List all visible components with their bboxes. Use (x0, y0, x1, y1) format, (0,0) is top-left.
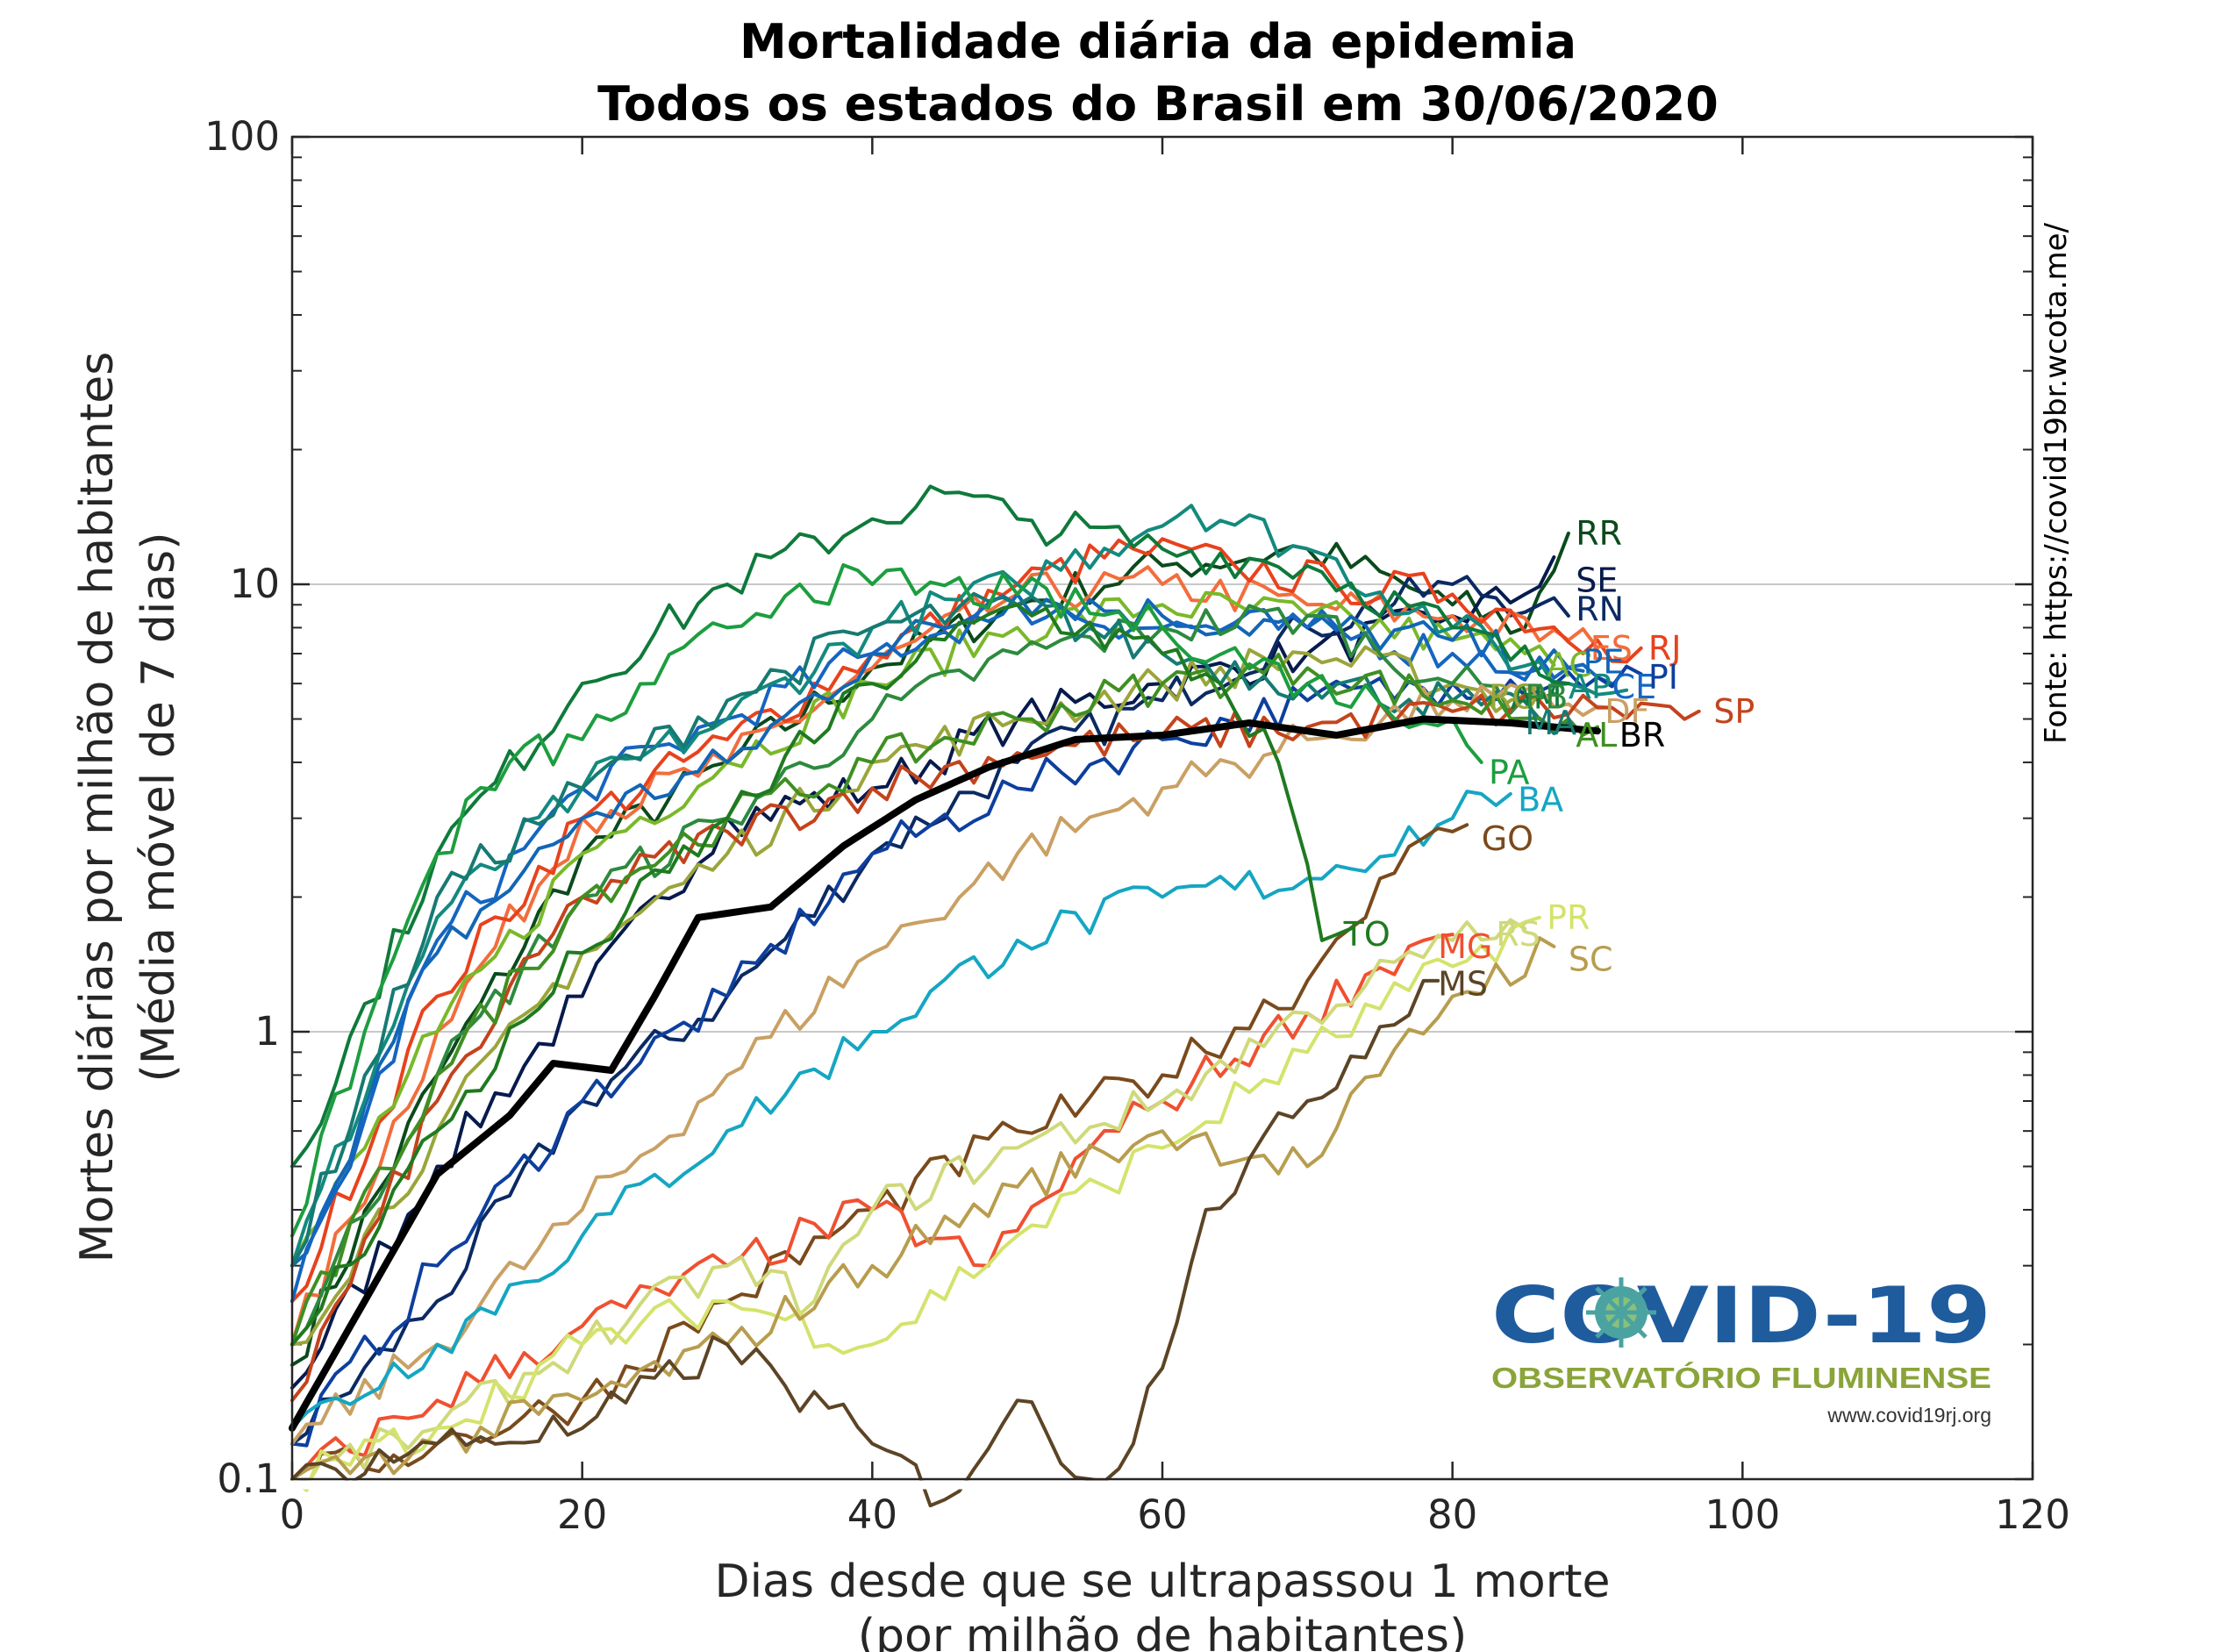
series-line-pr (290, 915, 1541, 1492)
series-line-rj (290, 537, 1643, 1304)
series-label-pe: PE (1583, 643, 1624, 682)
chart-subtitle: Todos os estados do Brasil em 30/06/2020 (597, 76, 1719, 132)
series-line-pe (290, 592, 1585, 1268)
plot-frame (290, 135, 2034, 1481)
series-line-ma (290, 591, 1570, 1268)
series-line-br (289, 715, 1601, 1432)
series-label-sp: SP (1713, 692, 1755, 731)
plot-bottom-mask (290, 1480, 2034, 1490)
logo-subtitle: OBSERVATÓRIO FLUMINENSE (1491, 1362, 1991, 1394)
virus-icon (1586, 1277, 1656, 1348)
y-tick-label: 100 (204, 113, 280, 160)
series-label-br: BR (1619, 716, 1665, 754)
series-label-ap: AP (1569, 668, 1612, 706)
series-line-df (290, 683, 1614, 1446)
series-label-go: GO (1482, 819, 1533, 858)
series-line-to (290, 603, 1353, 1347)
series-line-se (290, 555, 1556, 1390)
series-lines (289, 484, 2034, 1508)
y-tick-label: 10 (230, 561, 280, 607)
x-tick-label: 40 (847, 1491, 897, 1538)
series-label-ce: CE (1612, 668, 1657, 706)
logo-url: www.covid19rj.org (1826, 1404, 1991, 1427)
series-label-se: SE (1576, 561, 1618, 600)
series-line-am (290, 484, 1570, 1169)
axis-ticks (290, 135, 2034, 1481)
x-axis-label-2: (por milhão de habitantes) (858, 1610, 1468, 1652)
series-label-es: ES (1590, 629, 1633, 668)
series-line-ba (290, 790, 1512, 1430)
series-label-to: TO (1343, 915, 1390, 954)
series-line-pa (290, 563, 1483, 1238)
tick-labels: 0.1 1 10 100 0 20 40 60 80 100 120 (204, 113, 2070, 1538)
series-label-ms: MS (1438, 964, 1488, 1003)
series-label-pr: PR (1547, 898, 1590, 937)
series-label-mg: MG (1438, 927, 1492, 966)
chart-title: Mortalidade diária da epidemia (740, 14, 1576, 69)
x-tick-label: 0 (280, 1491, 305, 1538)
series-label-pb: PB (1525, 677, 1568, 716)
series-label-sc: SC (1569, 940, 1613, 979)
x-tick-label: 20 (557, 1491, 607, 1538)
series-label-ba: BA (1518, 781, 1563, 819)
series-line-al (290, 653, 1599, 1347)
series-label-am: AM (1511, 677, 1562, 716)
plot-area (292, 137, 2033, 1479)
series-label-pa: PA (1489, 753, 1529, 791)
series-label-rs: RS (1496, 915, 1540, 954)
y-tick-label: 0.1 (217, 1455, 280, 1502)
y-axis-label: Mortes diárias por milhão de habitantes (71, 352, 124, 1263)
series-label-al: AL (1576, 716, 1617, 754)
source-note: Fonte: https://covid19br.wcota.me/ (2039, 222, 2074, 744)
series-label-rn: RN (1576, 590, 1624, 628)
series-label-ma: MA (1525, 704, 1576, 742)
series-line-ro (290, 645, 1541, 1347)
series-label-ac: AC (1547, 646, 1592, 684)
series-label-pi: PI (1648, 658, 1678, 697)
x-axis-label: Dias desde que se ultrapassou 1 morte (715, 1555, 1611, 1608)
x-tick-label: 60 (1137, 1491, 1187, 1538)
series-label-rr: RR (1576, 514, 1622, 553)
x-tick-label: 120 (1995, 1491, 2070, 1538)
series-label-ro: RO (1489, 677, 1538, 716)
series-line-sc (290, 936, 1556, 1481)
y-tick-label: 1 (254, 1008, 280, 1055)
series-label-rj: RJ (1648, 629, 1682, 668)
series-label-df: DF (1605, 692, 1649, 731)
covid-logo: COVID-19 OBSERVATÓRIO FLUMINENSE www.cov… (1491, 1270, 1991, 1427)
x-tick-label: 80 (1427, 1491, 1477, 1538)
x-tick-label: 100 (1705, 1491, 1780, 1538)
series-line-ms (290, 978, 1440, 1508)
y-axis-label-2: (Média móvel de 7 dias) (132, 532, 185, 1082)
logo-title: COVID-19 (1491, 1270, 1991, 1361)
